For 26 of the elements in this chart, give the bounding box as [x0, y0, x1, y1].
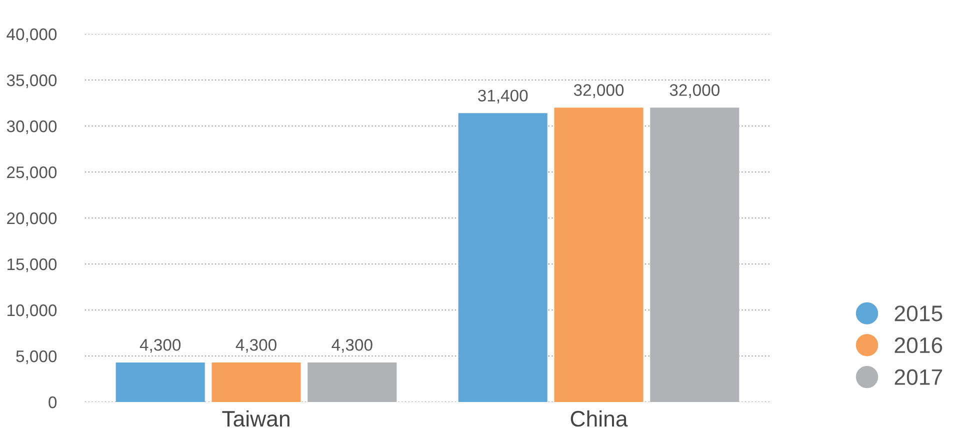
y-tick-label: 30,000 [6, 120, 57, 134]
y-tick-label: 35,000 [6, 74, 57, 88]
x-tick-label: Taiwan [222, 410, 290, 427]
data-label: 32,000 [670, 84, 720, 98]
x-tick-label: China [570, 410, 628, 427]
y-tick-label: 40,000 [6, 28, 57, 42]
bar [554, 108, 644, 402]
legend-label: 2016 [894, 337, 942, 354]
y-tick-label: 25,000 [7, 166, 57, 180]
bar [116, 362, 205, 402]
y-tick-label: 20,000 [7, 212, 57, 226]
bar [308, 362, 397, 402]
y-tick-label: 5,000 [16, 350, 57, 364]
legend-label: 2015 [894, 306, 942, 322]
bar [650, 108, 740, 402]
data-label: 4,300 [236, 339, 276, 353]
bar [212, 362, 301, 402]
bar [458, 113, 548, 402]
legend-label: 2017 [894, 369, 942, 385]
y-tick-label: 15,000 [8, 258, 57, 272]
y-tick-label: 0 [48, 396, 57, 408]
y-tick-label: 10,000 [8, 304, 57, 318]
data-label: 4,300 [332, 339, 372, 353]
data-label: 31,400 [478, 90, 528, 104]
data-label: 4,300 [140, 339, 181, 353]
data-label: 32,000 [574, 84, 624, 98]
